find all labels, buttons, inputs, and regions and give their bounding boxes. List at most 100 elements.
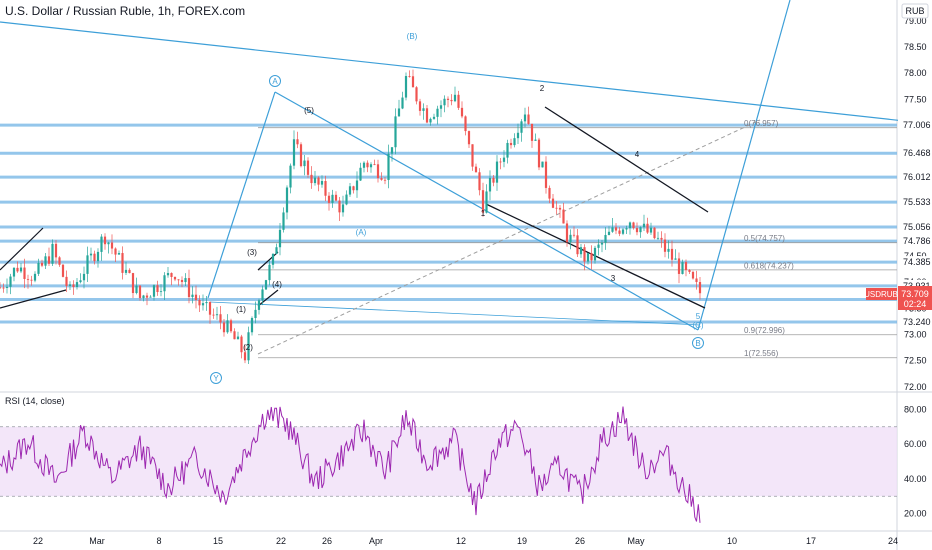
dashed-fib-diagonal[interactable] xyxy=(257,119,761,355)
long-trendline[interactable] xyxy=(0,21,932,125)
wave-drawings[interactable] xyxy=(0,0,932,355)
candle[interactable] xyxy=(677,252,681,284)
candle[interactable] xyxy=(107,241,110,254)
candle[interactable] xyxy=(446,96,450,108)
candle[interactable] xyxy=(26,274,30,289)
candle[interactable] xyxy=(639,226,642,238)
candle[interactable] xyxy=(44,253,47,269)
candle[interactable] xyxy=(488,170,492,201)
upper-channel-line[interactable] xyxy=(544,106,709,213)
candle[interactable] xyxy=(23,258,26,289)
candle[interactable] xyxy=(401,91,404,110)
candle[interactable] xyxy=(142,294,145,302)
candle[interactable] xyxy=(5,278,9,294)
early-channel-line[interactable] xyxy=(0,289,67,309)
candle[interactable] xyxy=(215,306,219,320)
candle[interactable] xyxy=(537,137,541,171)
candle[interactable] xyxy=(173,276,177,282)
candle[interactable] xyxy=(411,69,415,88)
candle[interactable] xyxy=(79,273,82,284)
candle[interactable] xyxy=(247,326,250,365)
candle[interactable] xyxy=(387,144,390,189)
candle[interactable] xyxy=(201,294,205,311)
candle[interactable] xyxy=(194,285,198,309)
candle[interactable] xyxy=(117,250,121,255)
candle[interactable] xyxy=(460,101,464,119)
candle[interactable] xyxy=(37,258,40,277)
candle[interactable] xyxy=(572,226,576,238)
candle[interactable] xyxy=(642,214,646,231)
candle[interactable] xyxy=(240,334,243,359)
candle[interactable] xyxy=(593,245,597,264)
candle[interactable] xyxy=(523,107,527,128)
candle[interactable] xyxy=(222,318,226,337)
candle[interactable] xyxy=(306,157,310,178)
time-axis[interactable]: 22 Mar 8 15 22 26 Apr 12 19 26 May 10 17 24 xyxy=(33,536,898,546)
candle[interactable] xyxy=(590,245,593,270)
candle[interactable] xyxy=(495,155,499,191)
candle[interactable] xyxy=(261,285,264,306)
candle[interactable] xyxy=(159,284,163,297)
candle[interactable] xyxy=(338,196,341,222)
candle[interactable] xyxy=(170,272,173,286)
candle[interactable] xyxy=(600,240,604,253)
candle[interactable] xyxy=(432,113,436,120)
candle[interactable] xyxy=(408,70,411,78)
candle[interactable] xyxy=(691,270,695,280)
rsi-line[interactable] xyxy=(0,406,701,523)
candle[interactable] xyxy=(562,202,565,224)
candle[interactable] xyxy=(530,123,534,148)
wave-line[interactable] xyxy=(697,0,791,331)
candle[interactable] xyxy=(674,249,677,260)
candle[interactable] xyxy=(513,133,516,148)
candle[interactable] xyxy=(61,263,65,278)
candle[interactable] xyxy=(149,295,152,298)
candle[interactable] xyxy=(135,277,138,295)
candle[interactable] xyxy=(278,222,282,256)
candle[interactable] xyxy=(366,160,369,173)
candle[interactable] xyxy=(93,250,96,265)
candle[interactable] xyxy=(516,123,520,145)
candle[interactable] xyxy=(327,192,331,211)
candle[interactable] xyxy=(464,115,467,136)
candle[interactable] xyxy=(646,217,649,234)
candle[interactable] xyxy=(625,225,628,235)
candle[interactable] xyxy=(684,259,688,277)
candle[interactable] xyxy=(268,260,271,286)
candle[interactable] xyxy=(667,240,670,259)
candle[interactable] xyxy=(296,131,299,149)
candle[interactable] xyxy=(68,281,72,291)
candle[interactable] xyxy=(184,273,187,287)
candle[interactable] xyxy=(348,183,352,197)
candle[interactable] xyxy=(243,345,247,364)
rsi-series[interactable] xyxy=(0,406,701,523)
candle[interactable] xyxy=(226,314,229,334)
candle[interactable] xyxy=(467,130,471,148)
candle[interactable] xyxy=(233,328,236,340)
candle[interactable] xyxy=(586,253,590,265)
candle[interactable] xyxy=(415,86,418,105)
candle[interactable] xyxy=(177,279,180,286)
candle[interactable] xyxy=(565,220,569,247)
candle[interactable] xyxy=(373,159,376,166)
candle[interactable] xyxy=(481,182,485,217)
candle[interactable] xyxy=(604,227,607,250)
candle[interactable] xyxy=(355,171,359,198)
candle[interactable] xyxy=(33,271,37,283)
candle[interactable] xyxy=(163,272,166,300)
candle[interactable] xyxy=(156,280,159,296)
candle[interactable] xyxy=(628,221,632,235)
candle[interactable] xyxy=(614,223,618,235)
candle[interactable] xyxy=(54,240,58,265)
candle[interactable] xyxy=(282,207,285,233)
candle[interactable] xyxy=(453,86,457,103)
price-series[interactable] xyxy=(0,69,702,365)
candle[interactable] xyxy=(544,156,548,194)
candle[interactable] xyxy=(362,161,366,173)
candle[interactable] xyxy=(114,247,117,263)
candle[interactable] xyxy=(152,284,156,301)
candle[interactable] xyxy=(40,259,44,268)
candle[interactable] xyxy=(569,229,572,250)
wave-line[interactable] xyxy=(207,91,276,299)
